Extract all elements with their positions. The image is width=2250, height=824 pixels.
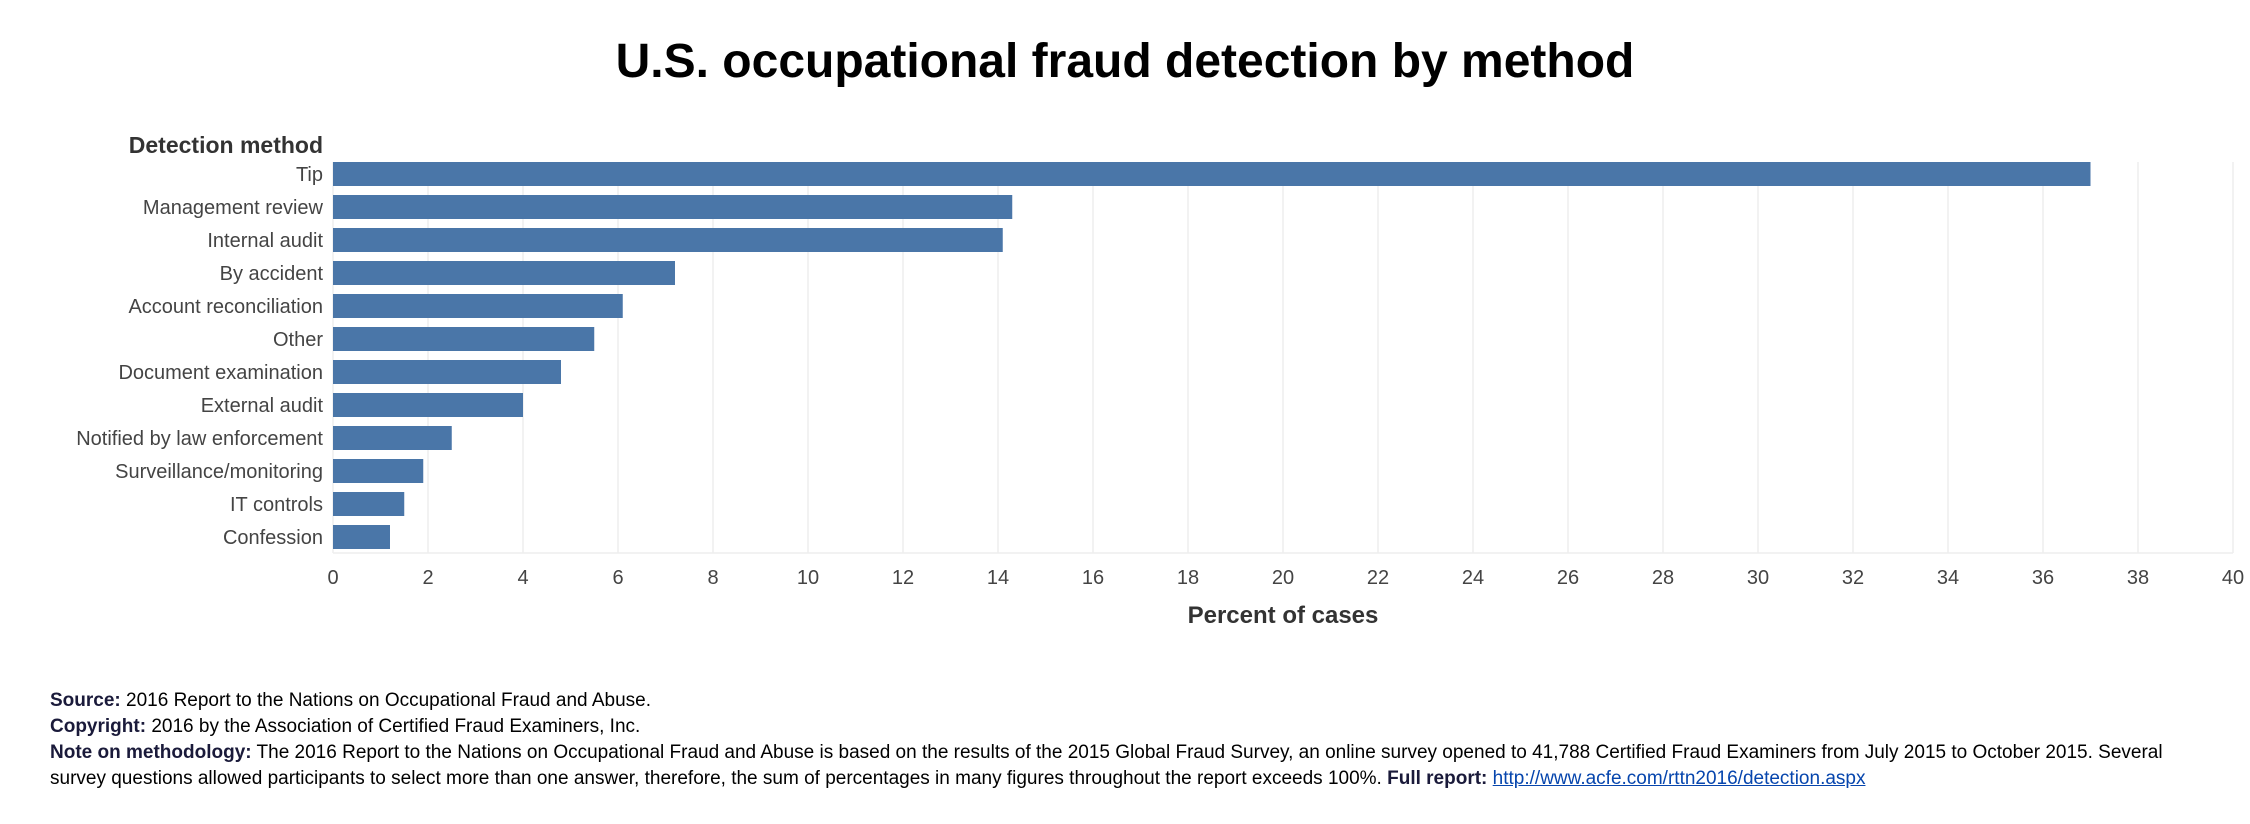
- category-label: By accident: [220, 263, 324, 285]
- source-label: Source:: [50, 690, 121, 711]
- category-label: Document examination: [118, 362, 323, 384]
- x-tick-label: 2: [422, 567, 433, 589]
- bar: [333, 525, 390, 549]
- chart-footer: Source: 2016 Report to the Nations on Oc…: [50, 688, 2220, 792]
- bar: [333, 459, 424, 483]
- bar: [333, 360, 561, 384]
- methodology-note: Note on methodology: The 2016 Report to …: [50, 740, 2220, 792]
- bar: [333, 162, 2091, 186]
- bar: [333, 327, 595, 351]
- x-tick-label: 22: [1367, 567, 1389, 589]
- category-label: Confession: [223, 527, 323, 549]
- bar: [333, 228, 1003, 252]
- grid-lines: [332, 162, 2234, 554]
- category-label: External audit: [201, 395, 324, 417]
- report-link[interactable]: http://www.acfe.com/rttn2016/detection.a…: [1492, 768, 1866, 789]
- x-tick-label: 30: [1747, 567, 1769, 589]
- category-label: Internal audit: [207, 230, 323, 252]
- category-labels: Tip Management review Internal audit By acc…: [76, 164, 323, 549]
- source-line: Source: 2016 Report to the Nations on Oc…: [50, 688, 2220, 714]
- x-tick-label: 24: [1462, 567, 1484, 589]
- bar: [333, 426, 452, 450]
- category-label: Surveillance/monitoring: [115, 461, 323, 483]
- x-tick-label: 4: [517, 567, 528, 589]
- bar: [333, 195, 1013, 219]
- x-tick-label: 6: [612, 567, 623, 589]
- x-tick-label: 28: [1652, 567, 1674, 589]
- note-text: The 2016 Report to the Nations on Occupa…: [50, 742, 2163, 789]
- bar: [333, 393, 523, 417]
- bar: [333, 294, 623, 318]
- y-axis-title: Detection method: [129, 132, 323, 158]
- category-label: Account reconciliation: [128, 296, 323, 318]
- x-tick-label: 36: [2032, 567, 2054, 589]
- bars: [333, 162, 2091, 549]
- note-label: Note on methodology:: [50, 742, 252, 763]
- x-tick-label: 14: [987, 567, 1009, 589]
- category-label: Notified by law enforcement: [76, 428, 323, 450]
- x-tick-label: 18: [1177, 567, 1199, 589]
- chart-title: U.S. occupational fraud detection by met…: [615, 35, 1635, 88]
- bar: [333, 261, 675, 285]
- x-tick-label: 12: [892, 567, 914, 589]
- category-label: Other: [273, 329, 323, 351]
- x-tick-label: 32: [1842, 567, 1864, 589]
- x-tick-label: 26: [1557, 567, 1579, 589]
- x-tick-label: 10: [797, 567, 819, 589]
- copyright-text: 2016 by the Association of Certified Fra…: [151, 716, 641, 737]
- source-text: 2016 Report to the Nations on Occupation…: [126, 690, 651, 711]
- category-label: Tip: [296, 164, 323, 186]
- copyright-label: Copyright:: [50, 716, 147, 737]
- x-tick-label: 20: [1272, 567, 1294, 589]
- category-label: Management review: [143, 197, 324, 219]
- report-label: Full report:: [1387, 768, 1488, 789]
- x-axis-title: Percent of cases: [1188, 602, 1379, 629]
- x-tick-label: 16: [1082, 567, 1104, 589]
- category-label: IT controls: [230, 494, 323, 516]
- x-tick-label: 0: [327, 567, 338, 589]
- x-tick-label: 34: [1937, 567, 1959, 589]
- x-tick-label: 8: [707, 567, 718, 589]
- copyright-line: Copyright: 2016 by the Association of Ce…: [50, 714, 2220, 740]
- bar: [333, 492, 405, 516]
- x-tick-label: 40: [2222, 567, 2244, 589]
- x-tick-labels: 0 2 4 6 8 10 12 14 16 18 20 22 24 26 28 30 32 34 36 38 40: [327, 567, 2244, 589]
- bar-chart: Tip Management review Internal audit By acc…: [76, 132, 2244, 629]
- x-tick-label: 38: [2127, 567, 2149, 589]
